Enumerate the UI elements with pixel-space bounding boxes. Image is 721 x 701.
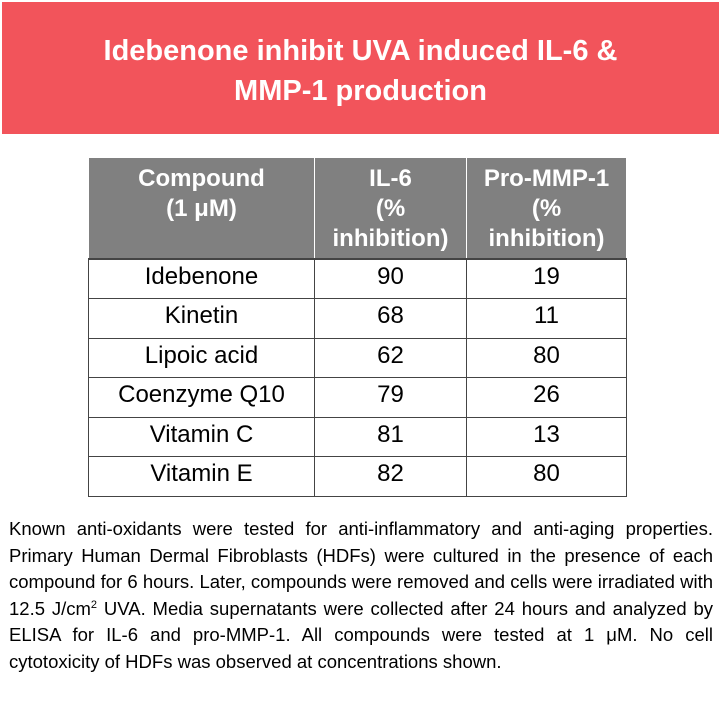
header-compound: Compound (1 μM) xyxy=(88,157,315,260)
caption-text-1: Known anti-oxidants were tested for anti… xyxy=(9,518,713,619)
header-il6: IL-6 (% inhibition) xyxy=(314,157,467,260)
compound-cell: Vitamin C xyxy=(88,416,315,457)
mmp1-cell: 13 xyxy=(466,416,627,457)
table-header-row: Compound (1 μM) IL-6 (% inhibition) Pro-… xyxy=(88,157,627,260)
il6-cell: 68 xyxy=(314,298,467,339)
mmp1-cell: 11 xyxy=(466,298,627,339)
il6-cell: 82 xyxy=(314,456,467,497)
il6-cell: 81 xyxy=(314,416,467,457)
table-row: Coenzyme Q10 79 26 xyxy=(88,377,627,418)
results-table: Compound (1 μM) IL-6 (% inhibition) Pro-… xyxy=(88,157,627,497)
table-row: Kinetin 68 11 xyxy=(88,298,627,339)
title-banner: Idebenone inhibit UVA induced IL-6 & MMP… xyxy=(2,2,719,134)
mmp1-cell: 80 xyxy=(466,456,627,497)
table-row: Vitamin C 81 13 xyxy=(88,416,627,457)
figure-caption: Known anti-oxidants were tested for anti… xyxy=(9,516,713,675)
il6-cell: 62 xyxy=(314,337,467,378)
mmp1-cell: 19 xyxy=(466,258,627,299)
header-pro-mmp1: Pro-MMP-1 (% inhibition) xyxy=(466,157,627,260)
compound-cell: Coenzyme Q10 xyxy=(88,377,315,418)
caption-superscript: 2 xyxy=(90,598,98,611)
table-row: Lipoic acid 62 80 xyxy=(88,337,627,378)
compound-cell: Vitamin E xyxy=(88,456,315,497)
il6-cell: 79 xyxy=(314,377,467,418)
mmp1-cell: 26 xyxy=(466,377,627,418)
mmp1-cell: 80 xyxy=(466,337,627,378)
caption-text-2: UVA. Media supernatants were collected a… xyxy=(9,597,714,672)
table-row: Idebenone 90 19 xyxy=(88,258,627,299)
title-line-2: MMP-1 production xyxy=(234,75,487,107)
compound-cell: Kinetin xyxy=(88,298,315,339)
table-row: Vitamin E 82 80 xyxy=(88,456,627,497)
compound-cell: Idebenone xyxy=(88,258,315,299)
il6-cell: 90 xyxy=(314,258,467,299)
compound-cell: Lipoic acid xyxy=(88,337,315,378)
title-line-1: Idebenone inhibit UVA induced IL-6 & xyxy=(103,35,618,67)
